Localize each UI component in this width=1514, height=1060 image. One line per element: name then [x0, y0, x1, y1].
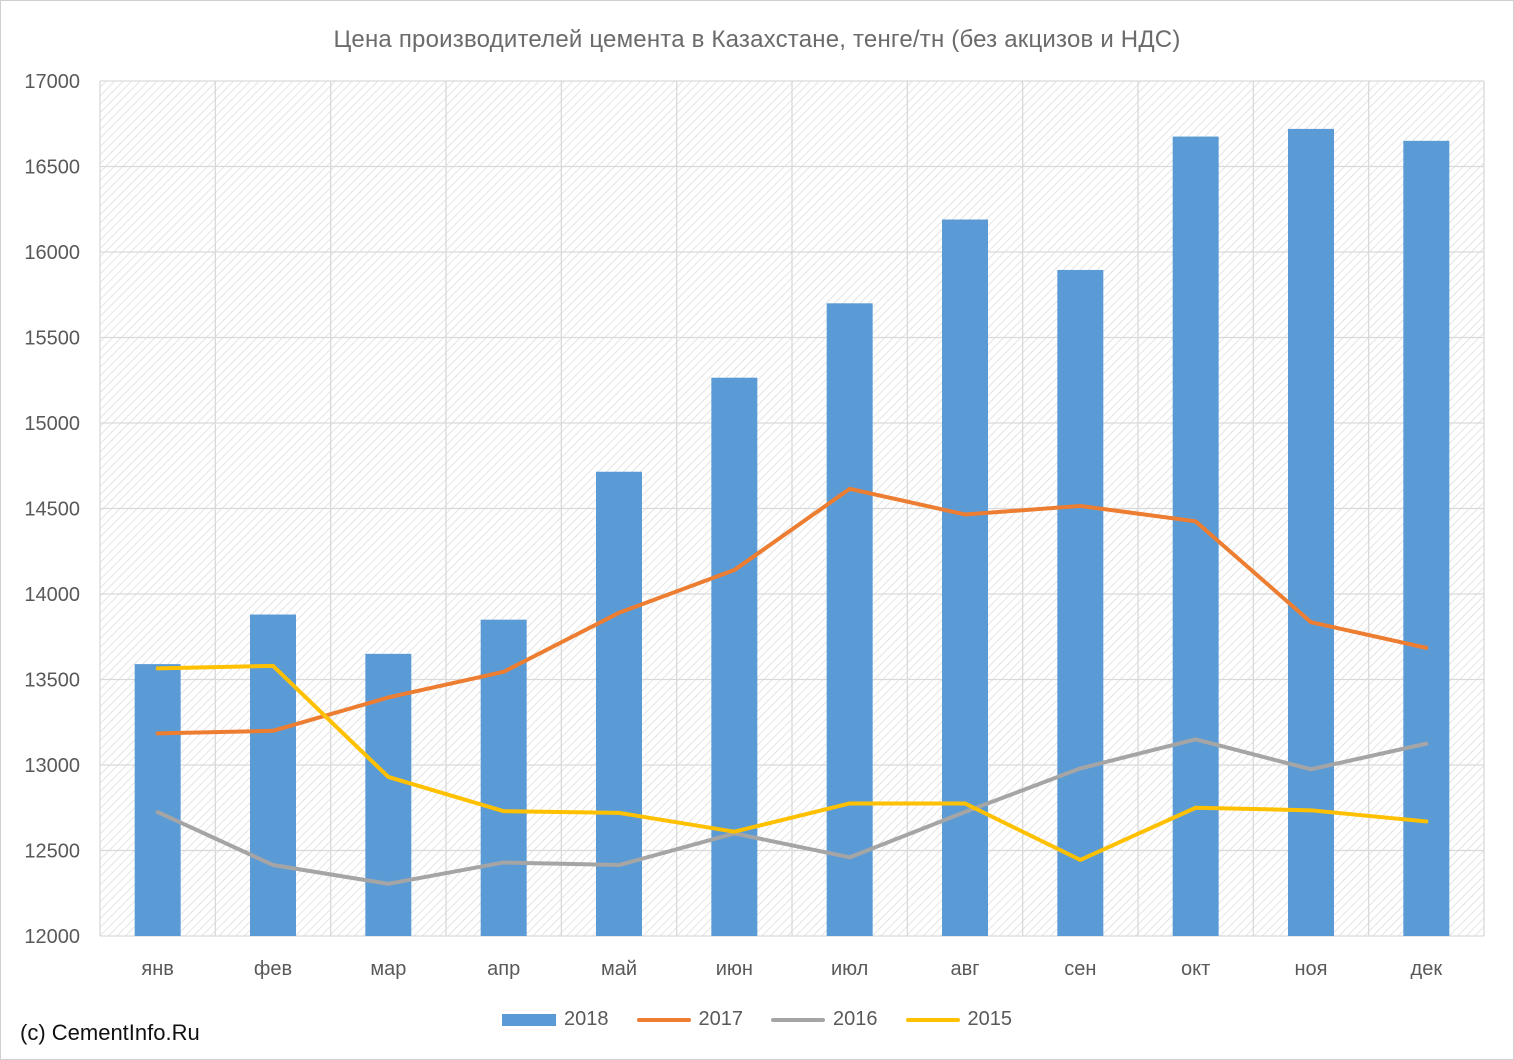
legend: 2018 2017 2016 2015 [0, 1008, 1514, 1031]
lines [155, 486, 1429, 886]
legend-label-2016: 2016 [833, 1008, 878, 1030]
series-line-2016 [155, 737, 1429, 886]
legend-swatch-2018 [502, 1013, 556, 1026]
x-tick-label: ноя [1295, 958, 1328, 980]
y-tick-label: 14000 [24, 584, 80, 606]
y-tick-label: 12500 [24, 841, 80, 863]
bar-2018 [480, 619, 527, 936]
bar-2018 [1403, 140, 1450, 937]
legend-swatch-2016 [771, 1017, 825, 1022]
x-tick-label: фев [254, 958, 292, 980]
y-tick-label: 15000 [24, 413, 80, 435]
x-tick-label: мар [370, 958, 406, 980]
y-tick-label: 15500 [24, 328, 80, 350]
gridlines [99, 80, 1485, 937]
y-tick-label: 16000 [24, 242, 80, 264]
y-axis: 12000 12500 13000 13500 14000 14500 15000 15500… [24, 71, 80, 948]
y-tick-label: 17000 [24, 71, 80, 93]
x-tick-label: авг [950, 958, 979, 980]
bar-2018 [942, 219, 988, 936]
x-tick-label: июл [831, 958, 868, 980]
y-tick-label: 13000 [24, 755, 80, 777]
bar-2018 [250, 614, 296, 936]
x-axis: янв фев мар апр май июн июл авг сен окт ноя дек [141, 958, 1442, 980]
bar-2018 [711, 377, 758, 936]
legend-swatch-2015 [905, 1017, 960, 1022]
bar-2018 [1288, 128, 1334, 936]
x-tick-label: янв [141, 958, 174, 980]
bar-2018 [596, 471, 642, 936]
chart-title: Цена производителей цемента в Казахстане… [333, 26, 1181, 53]
bar-2018 [134, 664, 181, 936]
legend-item-2018[interactable]: 2018 [502, 1008, 609, 1031]
y-tick-label: 13500 [24, 670, 80, 692]
series-line-2017 [155, 486, 1429, 736]
watermark: (c) CementInfo.Ru [20, 1020, 200, 1045]
bar-2018 [826, 303, 873, 936]
x-tick-label: окт [1181, 958, 1210, 980]
y-tick-label: 14500 [24, 499, 80, 521]
x-tick-label: июн [716, 958, 753, 980]
legend-item-2017[interactable]: 2017 [636, 1008, 744, 1031]
legend-item-2015[interactable]: 2015 [905, 1008, 1013, 1031]
y-tick-label: 12000 [24, 926, 80, 948]
legend-label-2017: 2017 [698, 1008, 744, 1030]
legend-label-2018: 2018 [564, 1008, 609, 1030]
x-tick-label: сен [1064, 958, 1096, 980]
x-tick-label: дек [1411, 958, 1443, 980]
bar-2018 [1057, 269, 1104, 937]
legend-label-2015: 2015 [967, 1008, 1013, 1030]
series-line-2015 [155, 663, 1429, 862]
y-tick-label: 16500 [24, 157, 80, 179]
x-tick-label: апр [487, 958, 520, 980]
x-tick-label: май [601, 958, 637, 980]
legend-item-2016[interactable]: 2016 [771, 1008, 878, 1031]
legend-swatch-2017 [636, 1017, 691, 1022]
